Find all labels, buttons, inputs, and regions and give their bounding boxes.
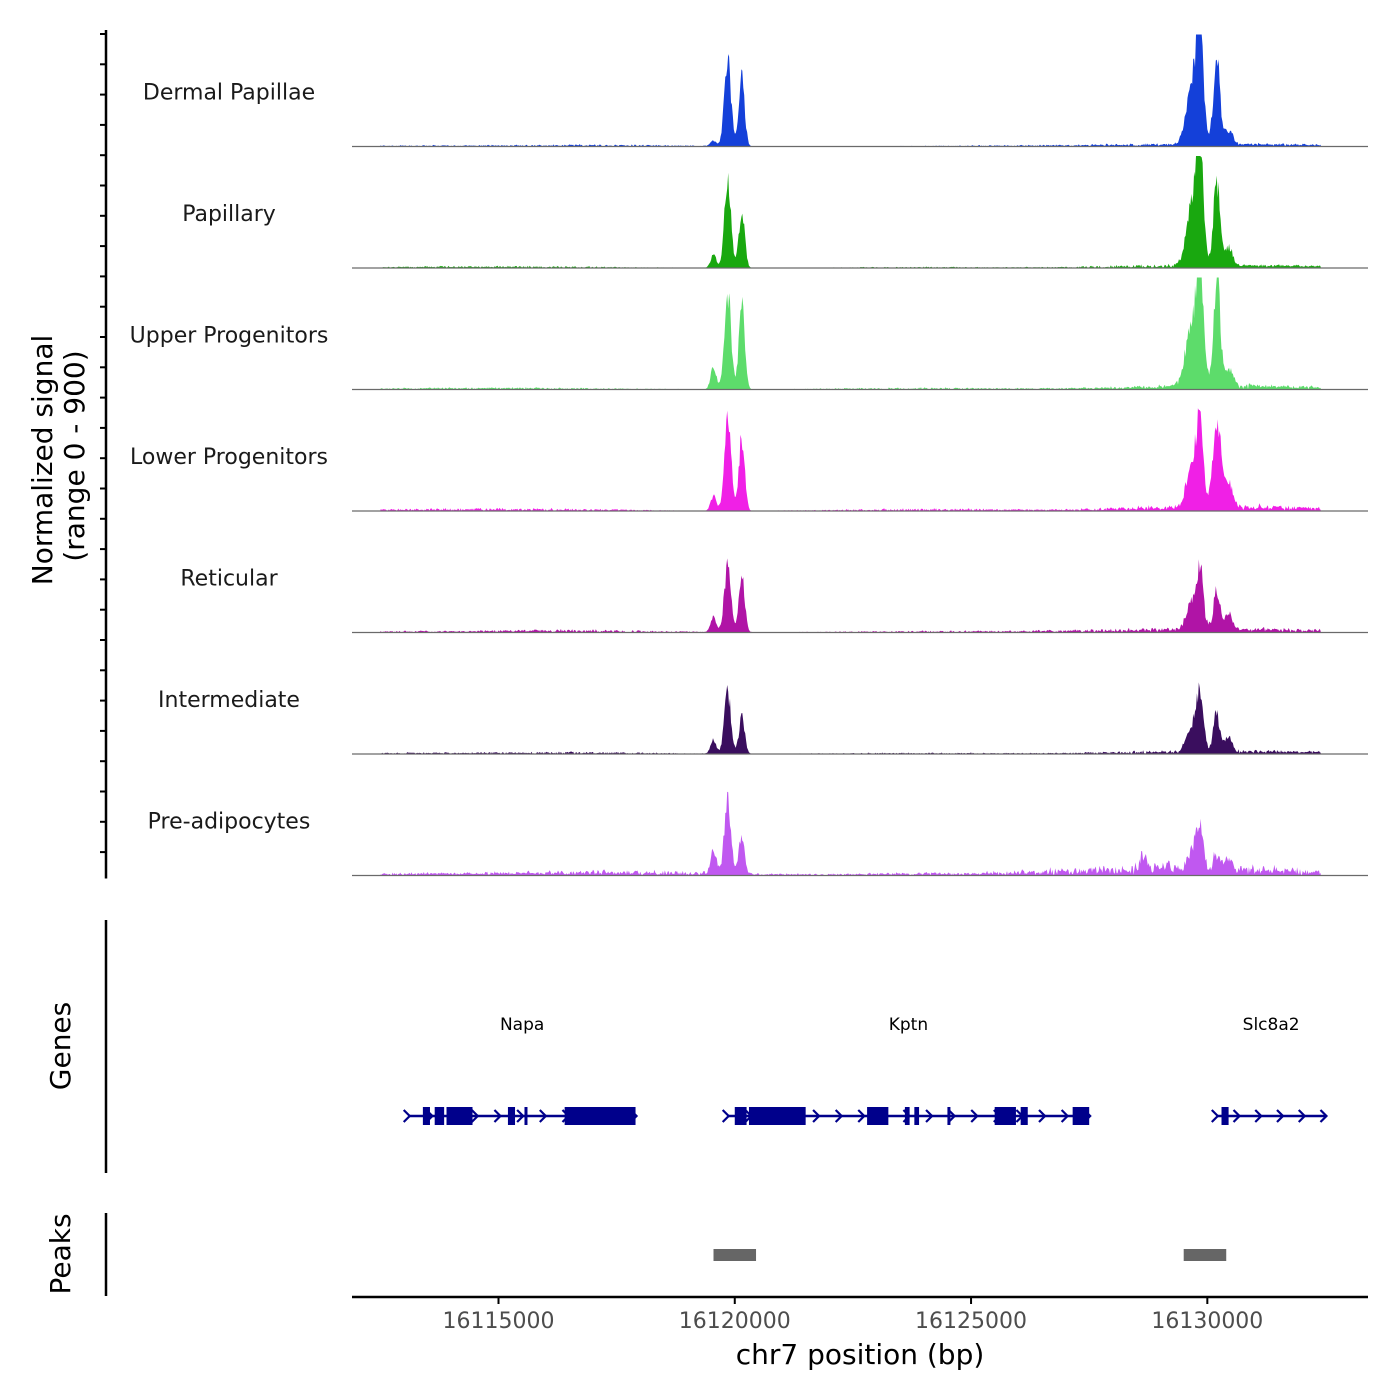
track-label: Intermediate — [158, 688, 300, 713]
exon — [994, 1107, 1016, 1125]
coverage-track: Pre-adipocytes — [148, 791, 1368, 877]
y-axis — [100, 30, 108, 879]
strand-arrow — [1211, 1109, 1220, 1123]
exon — [507, 1107, 516, 1125]
strand-arrow — [1254, 1109, 1263, 1123]
strand-arrow — [1060, 1109, 1070, 1123]
strand-arrow — [470, 1109, 480, 1123]
coverage-area — [380, 277, 1321, 390]
exon — [904, 1107, 910, 1125]
strand-arrow — [834, 1109, 844, 1123]
strand-arrow — [1276, 1109, 1285, 1123]
exon — [564, 1107, 636, 1125]
x-axis: 16115000 16120000 16125000 16130000 — [352, 1295, 1368, 1334]
track-label: Reticular — [180, 567, 278, 592]
coverage-area — [380, 408, 1321, 511]
exon — [524, 1107, 528, 1125]
strand-arrow — [970, 1109, 979, 1123]
exon — [914, 1107, 920, 1125]
gene: Kptn — [721, 1015, 1092, 1125]
coverage-track: Intermediate — [158, 682, 1368, 755]
coverage-track: Papillary — [182, 156, 1368, 269]
peak-region — [713, 1249, 757, 1261]
strand-arrow — [402, 1109, 412, 1123]
exon — [734, 1107, 747, 1125]
x-tick-label: 16120000 — [679, 1309, 791, 1334]
strand-arrow — [812, 1109, 821, 1123]
strand-arrow — [947, 1109, 957, 1123]
strand-arrow — [1038, 1109, 1047, 1123]
peaks-track — [104, 1213, 1227, 1296]
track-label: Upper Progenitors — [130, 324, 329, 349]
strand-arrow — [857, 1109, 866, 1123]
track-label: Dermal Papillae — [143, 81, 315, 106]
strand-arrow — [1232, 1109, 1242, 1123]
exon — [1221, 1107, 1229, 1125]
coverage-area — [380, 682, 1321, 754]
strand-arrow — [925, 1109, 934, 1123]
genes-track: Napa Kptn Slc8a2 — [104, 920, 1329, 1173]
x-tick-label: 16130000 — [1151, 1309, 1263, 1334]
coverage-tracks: Dermal Papillae Papillary Upper Progenitor… — [130, 34, 1368, 877]
coverage-track: Upper Progenitors — [130, 277, 1368, 391]
coverage-area — [380, 156, 1321, 268]
x-tick-label: 16125000 — [915, 1309, 1027, 1334]
coverage-track: Dermal Papillae — [143, 34, 1368, 148]
exon — [1020, 1107, 1028, 1125]
gene-label: Kptn — [889, 1015, 928, 1035]
gene: Slc8a2 — [1211, 1015, 1329, 1125]
coverage-area — [380, 34, 1321, 147]
y-axis-subtitle: (range 0 - 900) — [58, 350, 91, 561]
coverage-area — [380, 558, 1321, 633]
exon — [1072, 1107, 1090, 1125]
track-label: Lower Progenitors — [130, 445, 328, 470]
strand-arrow — [1297, 1109, 1307, 1123]
exon — [867, 1107, 889, 1125]
peaks-track-title: Peaks — [44, 1213, 77, 1294]
exon — [446, 1107, 473, 1125]
peak-region — [1183, 1249, 1227, 1261]
x-axis-title: chr7 position (bp) — [736, 1338, 985, 1371]
gene: Napa — [402, 1015, 639, 1125]
coverage-track: Lower Progenitors — [130, 408, 1368, 512]
track-label: Pre-adipocytes — [148, 810, 311, 835]
track-label: Papillary — [182, 202, 276, 227]
exon — [748, 1107, 806, 1125]
exon — [434, 1107, 445, 1125]
x-tick-label: 16115000 — [443, 1309, 555, 1334]
strand-arrow — [1319, 1109, 1329, 1123]
gene-label: Napa — [500, 1015, 544, 1035]
y-axis-title: Normalized signal — [26, 335, 59, 586]
gene-label: Slc8a2 — [1243, 1015, 1300, 1035]
genes-track-title: Genes — [44, 1002, 77, 1090]
strand-arrow — [721, 1109, 731, 1123]
coverage-track: Reticular — [180, 558, 1368, 634]
strand-arrow — [493, 1109, 502, 1123]
exon — [422, 1107, 430, 1125]
coverage-area — [380, 791, 1321, 876]
strand-arrow — [539, 1109, 548, 1123]
strand-arrow — [516, 1109, 525, 1123]
exon — [947, 1107, 951, 1125]
